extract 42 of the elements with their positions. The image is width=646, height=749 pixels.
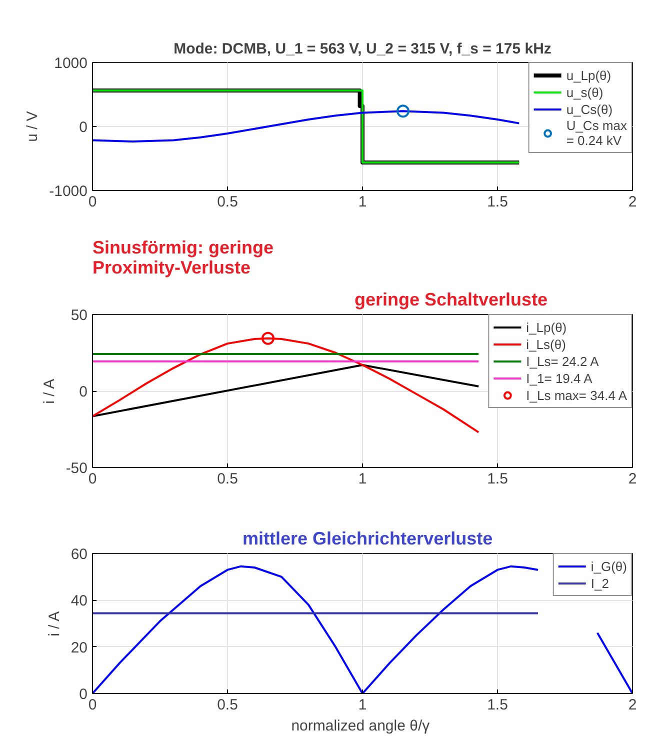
y-axis-title: i / A: [40, 378, 58, 404]
y-axis-title: i / A: [46, 611, 63, 636]
legend-label: u_s(θ): [566, 84, 604, 100]
legend-label: U_Cs max = 0.24 kV: [566, 118, 627, 148]
legend-label: u_Cs(θ): [566, 101, 613, 117]
x-tick-label: 1: [358, 194, 367, 210]
y-tick-label: 40: [70, 592, 88, 610]
y-tick-label: 0: [79, 119, 88, 136]
legend-label: I_1= 19.4 A: [526, 370, 592, 386]
y-tick-label: 0: [79, 384, 88, 400]
y-tick-label: 0: [79, 686, 88, 703]
y-tick-label: 20: [70, 639, 88, 656]
x-tick-label: 2: [628, 696, 637, 714]
legend-label: i_Lp(θ): [526, 319, 567, 335]
text: Sinusförmig: geringe Proximity-Verluste: [92, 238, 274, 278]
legend-label: i_Ls(θ): [526, 336, 566, 352]
legend-label: I_2: [590, 575, 610, 591]
y-tick-label: 60: [70, 546, 88, 563]
y-axis-title: u / V: [24, 111, 42, 142]
x-tick-label: 1: [358, 696, 367, 714]
y-tick-label: -1000: [49, 183, 88, 200]
text: mittlere Gleichrichterverluste: [242, 528, 493, 548]
legend-label: I_Ls= 24.2 A: [526, 353, 599, 369]
legend-label: i_G(θ): [590, 558, 627, 574]
chart-title: Mode: DCMB, U_1 = 563 V, U_2 = 315 V, f_s = 175 kHz: [174, 40, 552, 58]
x-tick-label: 1: [358, 470, 367, 488]
x-tick-label: 0.5: [217, 194, 238, 210]
x-tick-label: 1.5: [487, 696, 508, 714]
x-tick-label: 1.5: [487, 470, 508, 488]
legend-label: u_Lp(θ): [566, 67, 612, 83]
x-tick-label: 2: [628, 470, 637, 488]
x-tick-label: 2: [628, 194, 637, 210]
y-tick-label: 50: [70, 307, 88, 324]
y-tick-label: -50: [66, 460, 88, 477]
x-tick-label: 0.5: [217, 696, 238, 714]
line-series: [92, 110, 520, 143]
y-tick-label: 1000: [54, 55, 88, 72]
x-tick-label: 1.5: [487, 194, 508, 210]
x-axis-title: normalized angle θ/γ: [291, 718, 430, 734]
text: geringe Schaltverluste: [354, 290, 548, 310]
legend-label: I_Ls max= 34.4 A: [526, 387, 627, 403]
x-tick-label: 0.5: [217, 470, 238, 488]
